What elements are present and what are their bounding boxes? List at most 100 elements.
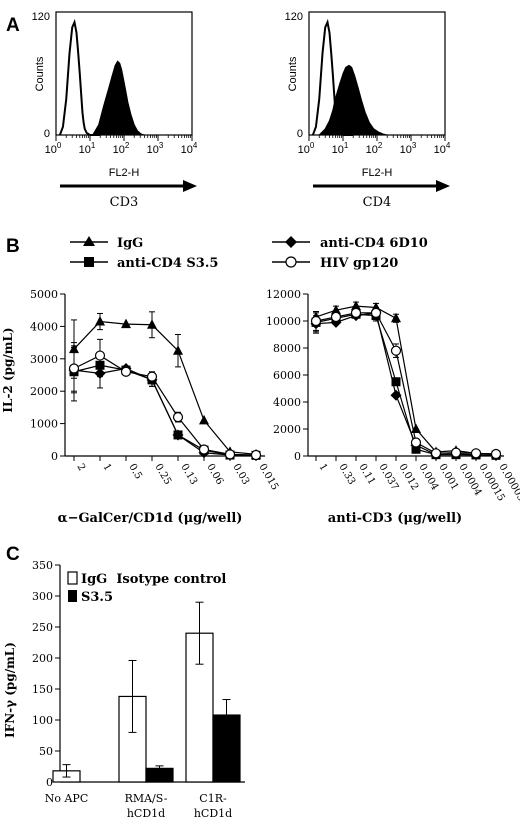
legend-label-6d10: anti-CD4 6D10 (320, 236, 428, 251)
series-line (315, 313, 497, 456)
point-circle (350, 307, 362, 318)
histogram-filled (91, 60, 145, 136)
x-tick-label: 0.5 (126, 462, 143, 481)
legend-item-s35: anti-CD4 S3.5 (70, 256, 218, 271)
point-circle (94, 350, 106, 361)
marker-label: CD3 (110, 195, 139, 210)
point-circle (450, 447, 462, 458)
y-tick-label: 6000 (273, 369, 301, 382)
series-circle (68, 338, 262, 461)
marker-arrow (60, 180, 197, 192)
histogram-filled (318, 64, 391, 136)
y-axis-label: Counts (34, 56, 46, 91)
x-tick-label: 0.06 (204, 462, 225, 487)
y-axis-label: IL-2 (pg/mL) (1, 327, 15, 412)
category-label: RMA/S- (125, 792, 168, 805)
point-triangle (173, 345, 183, 355)
panel-label-b: B (6, 236, 20, 257)
point-triangle (391, 312, 401, 323)
point-circle (198, 444, 210, 455)
x-tick-label: 1 (100, 462, 113, 473)
y-tick-label: 4000 (273, 396, 301, 409)
point-circle (330, 311, 342, 323)
y-tick-label: 120 (285, 11, 303, 23)
y-tick-label: 120 (32, 11, 50, 23)
legend-label-gp120: HIV gp120 (320, 256, 398, 271)
x-tick-label: 103 (147, 141, 164, 156)
x-tick-label: 101 (79, 141, 96, 156)
y-tick-label: 100 (32, 714, 53, 727)
series-triangle (69, 311, 261, 459)
legend-label-s35: anti-CD4 S3.5 (117, 256, 218, 271)
point-triangle (147, 319, 157, 329)
y-tick-label: 150 (32, 683, 53, 696)
point-circle (370, 307, 382, 318)
x-tick-label: 1 (316, 462, 329, 473)
point-square (173, 430, 183, 440)
histogram-cd3: Counts 0 120 FL2-H CD3 (32, 11, 197, 210)
series-line (73, 367, 257, 456)
x-axis-label: α−GalCer/CD1d (μg/well) (58, 511, 243, 526)
category-label: hCD1d (127, 807, 165, 820)
x-tick-label: 104 (181, 141, 198, 156)
point-triangle (331, 304, 341, 315)
y-tick-label: 50 (39, 745, 53, 758)
point-square (391, 377, 401, 387)
x-tick-label: 101 (332, 141, 349, 156)
y-tick-label: 8000 (273, 342, 301, 355)
y-tick-label: 0 (51, 450, 58, 463)
x-axis-label: anti-CD3 (μg/well) (328, 511, 462, 526)
point-circle (172, 412, 184, 423)
series-circle (310, 307, 502, 460)
x-tick-label: 102 (366, 141, 383, 156)
x-axis-label: FL2-H (362, 167, 393, 179)
point-triangle (121, 318, 131, 329)
point-triangle (199, 414, 209, 425)
point-triangle (351, 300, 361, 311)
x-tick-label: 0.33 (336, 462, 357, 487)
y-tick-label: 10000 (266, 315, 301, 328)
x-tick-label: 103 (400, 141, 417, 156)
point-triangle (95, 316, 105, 326)
legend-label-igg-isotype: IgG Isotype control (81, 572, 226, 587)
series-line (73, 364, 257, 456)
y-tick-label: 250 (32, 621, 53, 634)
legend-item-gp120: HIV gp120 (272, 256, 398, 271)
y-tick-label: 200 (32, 652, 53, 665)
panel-label-a: A (6, 15, 20, 36)
legend-item-6d10: anti-CD4 6D10 (272, 236, 428, 251)
category-label: C1R- (199, 792, 227, 805)
y-tick-label: 3000 (30, 353, 58, 366)
y-tick-label: 2000 (273, 423, 301, 436)
x-tick-label: 104 (434, 141, 451, 156)
point-circle (224, 449, 236, 460)
point-circle (430, 448, 442, 459)
histogram-plot: 100 101 102 103 104 (45, 11, 198, 156)
category-label: No APC (45, 792, 89, 805)
series-diamond (310, 307, 502, 461)
marker-label: CD4 (363, 195, 392, 210)
point-circle (390, 345, 402, 356)
x-tick-label: 100 (298, 141, 315, 156)
y-tick-label: 0 (297, 128, 303, 140)
series-line (315, 312, 497, 456)
histogram-plot: 100 101 102 103 104 (298, 11, 451, 156)
series-line (315, 312, 497, 455)
y-axis-label: Counts (287, 56, 299, 91)
legend-label-s35: S3.5 (81, 590, 113, 605)
y-tick-label: 12000 (266, 288, 301, 301)
y-tick-label: 0 (44, 128, 50, 140)
series-line (315, 305, 497, 455)
legend-b: IgG anti-CD4 S3.5 anti-CD4 6D10 HIV gp12… (70, 236, 428, 271)
x-tick-label: 0.11 (356, 462, 377, 487)
x-axis-label: FL2-H (109, 167, 140, 179)
x-tick-label: 0.03 (230, 462, 251, 487)
series-line (73, 320, 257, 455)
legend-c: IgG Isotype control S3.5 (67, 571, 226, 605)
marker-arrow (313, 180, 450, 192)
bar (212, 714, 241, 783)
point-circle (490, 448, 502, 460)
